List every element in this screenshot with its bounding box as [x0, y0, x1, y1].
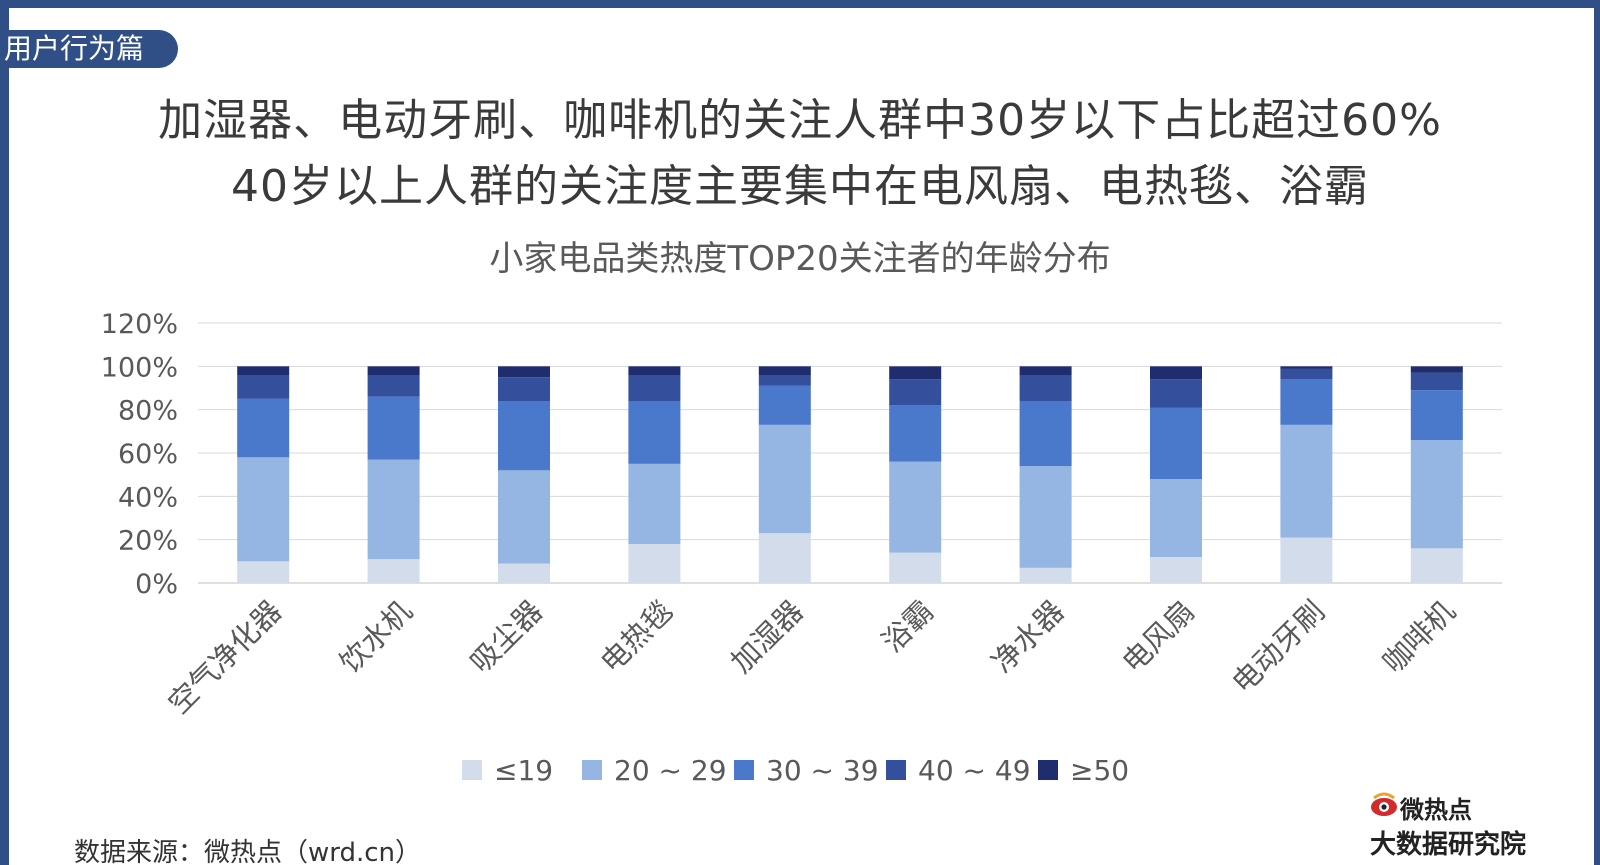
x-tick-label: 空气净化器	[162, 594, 289, 721]
bar-segment-5	[1150, 366, 1202, 380]
bar-segment-4	[1280, 368, 1333, 380]
legend-swatch	[1038, 760, 1058, 780]
brand-logo: 微热点 大数据研究院	[1370, 790, 1540, 865]
bar-segment-3	[1410, 390, 1463, 440]
bar-segment-2	[758, 424, 811, 534]
y-tick-label: 40%	[118, 482, 178, 513]
bar-segment-5	[498, 366, 550, 378]
bar-segment-1	[628, 544, 681, 583]
frame-right-border	[1594, 0, 1600, 865]
bar-segment-2	[1019, 466, 1072, 568]
bar-segment-4	[1150, 379, 1202, 408]
bar-segment-4	[1410, 372, 1463, 391]
chart-title: 小家电品类热度TOP20关注者的年龄分布	[489, 239, 1110, 279]
x-tick-label: 加湿器	[724, 594, 810, 680]
bar-segment-2	[889, 461, 942, 553]
bar-segment-3	[1150, 407, 1202, 479]
legend-swatch	[462, 760, 482, 780]
legend-label: ≥50	[1070, 754, 1129, 787]
bar-segment-4	[367, 375, 420, 397]
bar-segment-5	[628, 366, 681, 375]
y-tick-label: 100%	[101, 352, 178, 383]
bar-segment-2	[628, 463, 681, 544]
x-tick-label: 净水器	[985, 594, 1071, 680]
bar-segment-5	[1019, 366, 1072, 375]
frame-left-border	[0, 0, 9, 865]
bar-segment-5	[237, 366, 290, 375]
section-tag: 用户行为篇	[0, 30, 178, 68]
y-tick-label: 80%	[118, 396, 178, 427]
headline-line-1: 加湿器、电动牙刷、咖啡机的关注人群中30岁以下占比超过60%	[158, 95, 1442, 146]
bar-segment-5	[1280, 366, 1333, 369]
legend-swatch	[886, 760, 906, 780]
x-tick-label: 浴霸	[875, 594, 940, 659]
bar-segment-5	[1410, 366, 1463, 373]
bar-segment-3	[1280, 379, 1333, 425]
bar-segment-4	[237, 375, 290, 399]
bar-segment-1	[758, 533, 811, 583]
y-tick-label: 60%	[118, 439, 178, 470]
bar-segment-4	[758, 375, 811, 386]
bar-segment-4	[889, 379, 942, 406]
legend-label: ≤19	[494, 754, 553, 787]
bar-segment-2	[1410, 440, 1463, 549]
headline-line-2: 40岁以上人群的关注度主要集中在电风扇、电热毯、浴霸	[231, 161, 1369, 212]
bar-segment-1	[367, 559, 420, 583]
frame-top-border	[0, 0, 1600, 8]
legend-label: 40 ~ 49	[918, 754, 1031, 787]
bar-segment-4	[1019, 375, 1072, 401]
logo-name: 微热点	[1400, 796, 1472, 824]
bar-segment-3	[628, 401, 681, 464]
legend: ≤19 20 ~ 29 30 ~ 39 40 ~ 49 ≥50	[462, 754, 1129, 787]
bar-segment-1	[498, 563, 550, 583]
bar-segment-5	[889, 366, 942, 380]
bar-segment-5	[367, 366, 420, 375]
bar-segment-1	[1150, 557, 1202, 583]
bar-segment-2	[1280, 424, 1333, 538]
bar-segment-3	[237, 398, 290, 458]
y-tick-label: 20%	[118, 526, 178, 557]
bar-segment-3	[758, 385, 811, 425]
stacked-bar-chart: 小家电品类热度TOP20关注者的年龄分布 0% 20% 40% 60% 80% 100% 1…	[101, 239, 1502, 787]
x-tick-label: 电热毯	[594, 594, 680, 680]
eye-logo-icon	[1371, 792, 1397, 816]
x-tick-label: 电动牙刷	[1225, 594, 1331, 700]
bar-segment-3	[367, 396, 420, 460]
bar-segment-1	[1410, 548, 1463, 583]
bar-segment-1	[1280, 537, 1333, 583]
bar-segment-3	[498, 401, 550, 471]
legend-swatch	[734, 760, 754, 780]
bars	[237, 366, 1463, 583]
bar-segment-1	[889, 552, 942, 583]
bar-segment-4	[628, 375, 681, 401]
bar-segment-1	[237, 561, 290, 583]
x-tick-label: 电风扇	[1115, 594, 1201, 680]
x-tick-label: 吸尘器	[463, 594, 549, 680]
bar-segment-3	[1019, 401, 1072, 466]
legend-swatch	[582, 760, 602, 780]
bar-segment-4	[498, 377, 550, 401]
x-tick-label: 饮水机	[333, 594, 419, 680]
y-axis-ticks: 0% 20% 40% 60% 80% 100% 120%	[101, 309, 178, 600]
y-tick-label: 0%	[135, 569, 178, 600]
bar-segment-2	[367, 459, 420, 560]
y-tick-label: 120%	[101, 309, 178, 340]
bar-segment-1	[1019, 567, 1072, 583]
bar-segment-2	[498, 470, 550, 564]
bar-segment-2	[1150, 479, 1202, 557]
bar-segment-3	[889, 405, 942, 462]
legend-label: 20 ~ 29	[614, 754, 727, 787]
bar-segment-5	[758, 366, 811, 375]
legend-label: 30 ~ 39	[766, 754, 879, 787]
x-tick-label: 咖啡机	[1376, 594, 1462, 680]
data-source-note: 数据来源：微热点（wrd.cn）	[74, 838, 422, 865]
logo-subtitle: 大数据研究院	[1370, 830, 1527, 860]
bar-segment-2	[237, 457, 290, 562]
x-axis-ticks: 空气净化器 饮水机 吸尘器 电热毯 加湿器 浴霸 净水器 电风扇 电动牙刷 咖啡机	[162, 594, 1462, 721]
